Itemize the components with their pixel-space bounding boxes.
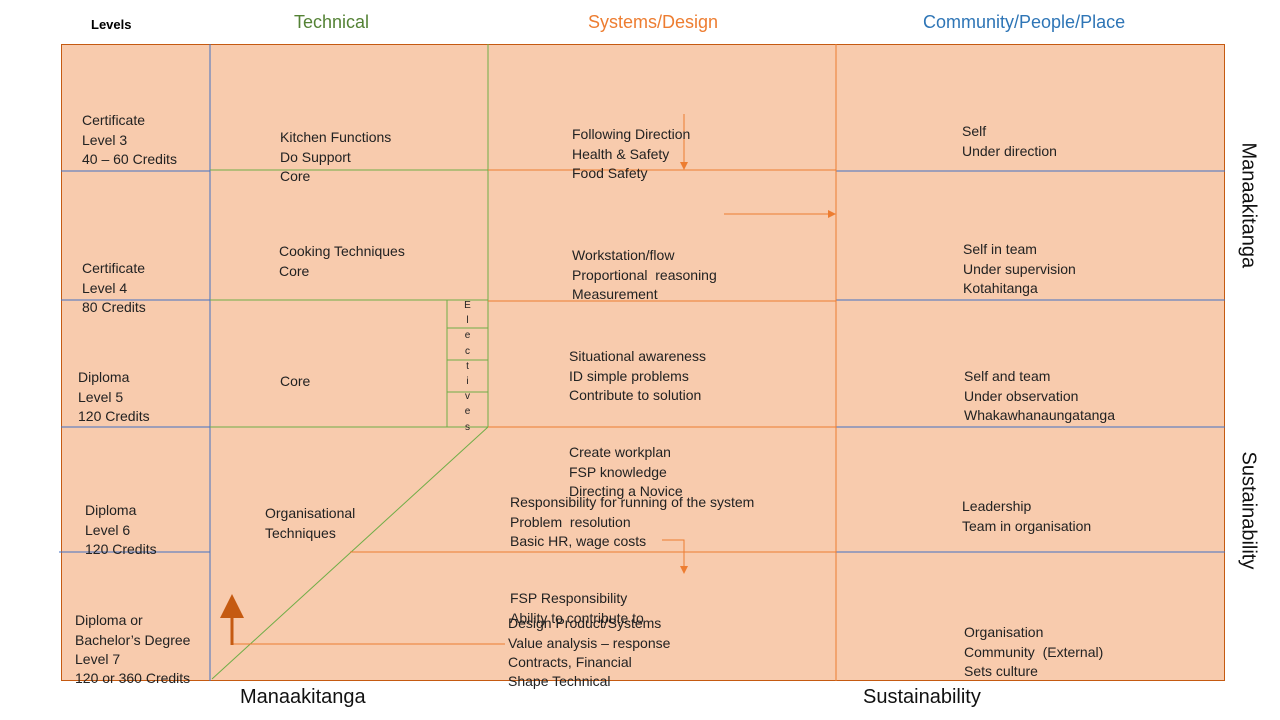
side-label-sustainability: Sustainability bbox=[1237, 451, 1260, 570]
community-cell-1: Self Under direction bbox=[962, 123, 1057, 159]
footer-manaakitanga: Manaakitanga bbox=[240, 686, 366, 708]
levels-header: Levels bbox=[91, 17, 132, 32]
systems-cell-5: Design Product/Systems Value analysis – r… bbox=[508, 615, 671, 690]
systems-design-header: Systems/Design bbox=[588, 12, 719, 32]
community-header: Community/People/Place bbox=[923, 12, 1126, 32]
technical-cell-3: Core bbox=[280, 373, 311, 390]
systems-cell-4: Responsibility for running of the system… bbox=[510, 494, 755, 626]
community-cell-4: Leadership Team in organisation bbox=[962, 498, 1092, 534]
technical-cell-4: Organisational Techniques bbox=[265, 505, 356, 541]
community-cell-5: Organisation Community (External) Sets cul… bbox=[964, 624, 1104, 679]
community-cell-3: Self and team Under observation Whakawhana… bbox=[964, 368, 1116, 423]
technical-header: Technical bbox=[294, 12, 370, 32]
systems-cell-1: Following Direction Health & Safety Food S… bbox=[572, 126, 691, 181]
level-cell-6: Diploma Level 6 120 Credits bbox=[85, 502, 157, 557]
level-cell-4: Certificate Level 4 80 Credits bbox=[82, 260, 146, 315]
arrow-contribute-down bbox=[662, 539, 688, 574]
systems-dividers-orange bbox=[232, 44, 837, 681]
technical-dividers-green bbox=[210, 44, 489, 680]
side-label-manaakitanga: Manaakitanga bbox=[1237, 142, 1260, 269]
systems-cell-3: Situational awareness ID simple problems C… bbox=[569, 348, 706, 499]
framework-panel bbox=[61, 44, 1225, 681]
systems-cell-2: Workstation/flow Proportional reasoning Me… bbox=[572, 247, 717, 302]
level-cell-5: Diploma Level 5 120 Credits bbox=[78, 369, 150, 424]
level-cell-3: Certificate Level 3 40 – 60 Credits bbox=[82, 112, 177, 167]
footer-sustainability: Sustainability bbox=[863, 686, 981, 708]
technical-cell-2: Cooking Techniques Core bbox=[279, 243, 405, 279]
row-dividers-blue bbox=[59, 44, 1225, 681]
technical-cell-1: Kitchen Functions Do Support Core bbox=[280, 129, 392, 184]
level-cell-7: Diploma or Bachelor’s Degree Level 7 120 or… bbox=[75, 612, 191, 687]
community-cell-2: Self in team Under supervision Kotahitanga bbox=[963, 241, 1076, 296]
